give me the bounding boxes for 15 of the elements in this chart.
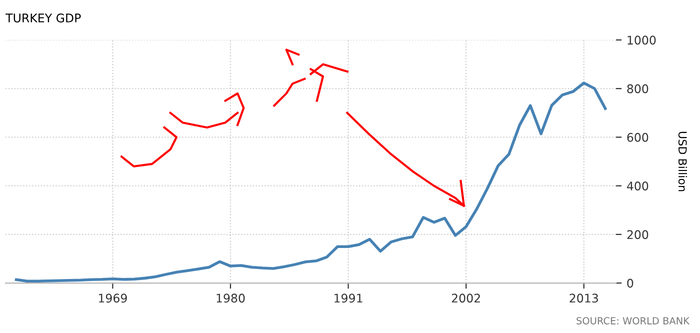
source-note: SOURCE: WORLD BANK	[576, 317, 690, 324]
y2-tick-label: 800	[627, 84, 648, 94]
y2-axis-title: USD Billion	[678, 132, 688, 192]
x-tick-label: 2002	[452, 294, 480, 303]
chart-title: TURKEY GDP	[6, 14, 81, 22]
x-tick-label: 1980	[216, 294, 245, 303]
line-series	[14, 82, 607, 282]
y2-tick-label: 200	[627, 230, 648, 240]
x-tick-label: 1991	[334, 294, 362, 303]
x-tick-label: 1969	[98, 294, 127, 303]
y2-tick-label: 0	[627, 278, 634, 288]
y2-tick-label: 1000	[628, 36, 656, 45]
y2-tick-label: 600	[627, 132, 648, 142]
y2-tick-label: 400	[626, 182, 648, 190]
x-tick-label: 2013	[570, 294, 598, 303]
